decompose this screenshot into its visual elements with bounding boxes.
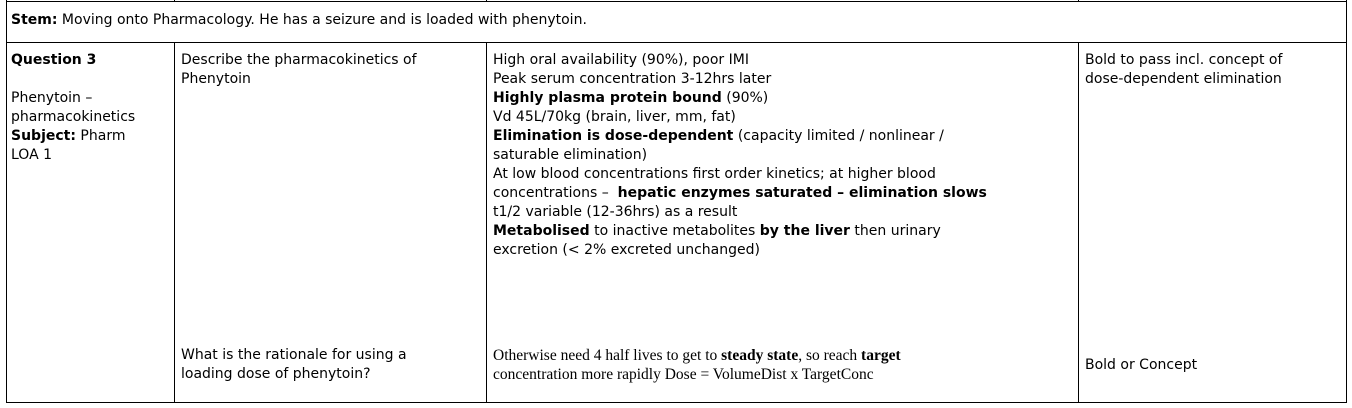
answer-bold-phrase: Metabolised bbox=[493, 223, 590, 239]
q1-answer-line: High oral availability (90%), poor IMI bbox=[493, 52, 749, 68]
q2-question-line1: What is the rationale for using a bbox=[181, 347, 407, 363]
question-loa: LOA 1 bbox=[11, 147, 53, 163]
q2-answer-line: concentration more rapidly Dose = Volume… bbox=[493, 366, 874, 383]
q2-question-line2: loading dose of phenytoin? bbox=[181, 366, 371, 382]
subject-label: Subject: bbox=[11, 128, 76, 144]
answer-text: (90%) bbox=[721, 90, 769, 106]
stem-label: Stem: bbox=[11, 12, 58, 28]
question-title: Question 3 bbox=[11, 52, 97, 68]
q1-pass-criteria-line2: dose-dependent elimination bbox=[1085, 71, 1282, 87]
column-stub bbox=[1078, 0, 1079, 2]
stem-row-divider bbox=[6, 42, 1347, 43]
column-stub bbox=[486, 0, 487, 2]
answer-text: (capacity limited / nonlinear / bbox=[733, 128, 944, 144]
answer-text: , so reach bbox=[798, 347, 862, 364]
q1-answer-line: t1/2 variable (12-36hrs) as a result bbox=[493, 204, 738, 220]
q2-pass-criteria: Bold or Concept bbox=[1085, 357, 1198, 373]
table-border-bottom bbox=[6, 402, 1347, 403]
answer-bold-phrase: hepatic enzymes saturated – elimination … bbox=[617, 185, 987, 201]
answer-bold-phrase: by the liver bbox=[759, 223, 850, 239]
column-divider bbox=[1078, 42, 1079, 403]
q1-question-line2: Phenytoin bbox=[181, 71, 251, 87]
q1-answer-line: saturable elimination) bbox=[493, 147, 648, 163]
q1-answer-line: excretion (< 2% excreted unchanged) bbox=[493, 242, 760, 258]
answer-text: concentrations – bbox=[493, 185, 618, 201]
q1-answer-line: Metabolised to inactive metabolites by t… bbox=[493, 222, 941, 241]
column-divider bbox=[174, 42, 175, 403]
answer-bold-phrase: Elimination is dose-dependent bbox=[493, 128, 734, 144]
answer-text: to inactive metabolites bbox=[589, 223, 760, 239]
q1-answer-line: At low blood concentrations first order … bbox=[493, 166, 936, 182]
question-topic-line2: pharmacokinetics bbox=[11, 109, 136, 125]
question-subject: Subject: Pharm bbox=[11, 127, 125, 146]
answer-text: Otherwise need 4 half lives to get to bbox=[493, 347, 722, 364]
question-topic-line1: Phenytoin – bbox=[11, 90, 93, 106]
answer-bold-phrase: Highly plasma protein bound bbox=[493, 90, 722, 106]
q1-answer-line: Highly plasma protein bound (90%) bbox=[493, 89, 768, 108]
stem-text: Stem: Moving onto Pharmacology. He has a… bbox=[11, 11, 587, 30]
answer-text: then urinary bbox=[849, 223, 941, 239]
q2-answer-line: Otherwise need 4 half lives to get to st… bbox=[493, 346, 901, 365]
table-border-top bbox=[6, 1, 1347, 2]
q1-answer-line: Peak serum concentration 3-12hrs later bbox=[493, 71, 772, 87]
subject-value: Pharm bbox=[75, 128, 126, 144]
column-divider bbox=[486, 42, 487, 403]
table-border-left bbox=[6, 0, 7, 403]
marking-table: Stem: Moving onto Pharmacology. He has a… bbox=[6, 0, 1347, 403]
answer-bold-phrase: steady state bbox=[721, 347, 799, 364]
column-stub bbox=[174, 0, 175, 2]
q1-pass-criteria-line1: Bold to pass incl. concept of bbox=[1085, 52, 1283, 68]
table-border-right bbox=[1346, 0, 1347, 403]
q1-answer-line: Elimination is dose-dependent (capacity … bbox=[493, 127, 944, 146]
stem-content: Moving onto Pharmacology. He has a seizu… bbox=[57, 12, 587, 28]
q1-answer-line: concentrations – hepatic enzymes saturat… bbox=[493, 184, 987, 203]
answer-bold-phrase: target bbox=[861, 347, 901, 364]
q1-question-line1: Describe the pharmacokinetics of bbox=[181, 52, 417, 68]
q1-answer-line: Vd 45L/70kg (brain, liver, mm, fat) bbox=[493, 109, 736, 125]
